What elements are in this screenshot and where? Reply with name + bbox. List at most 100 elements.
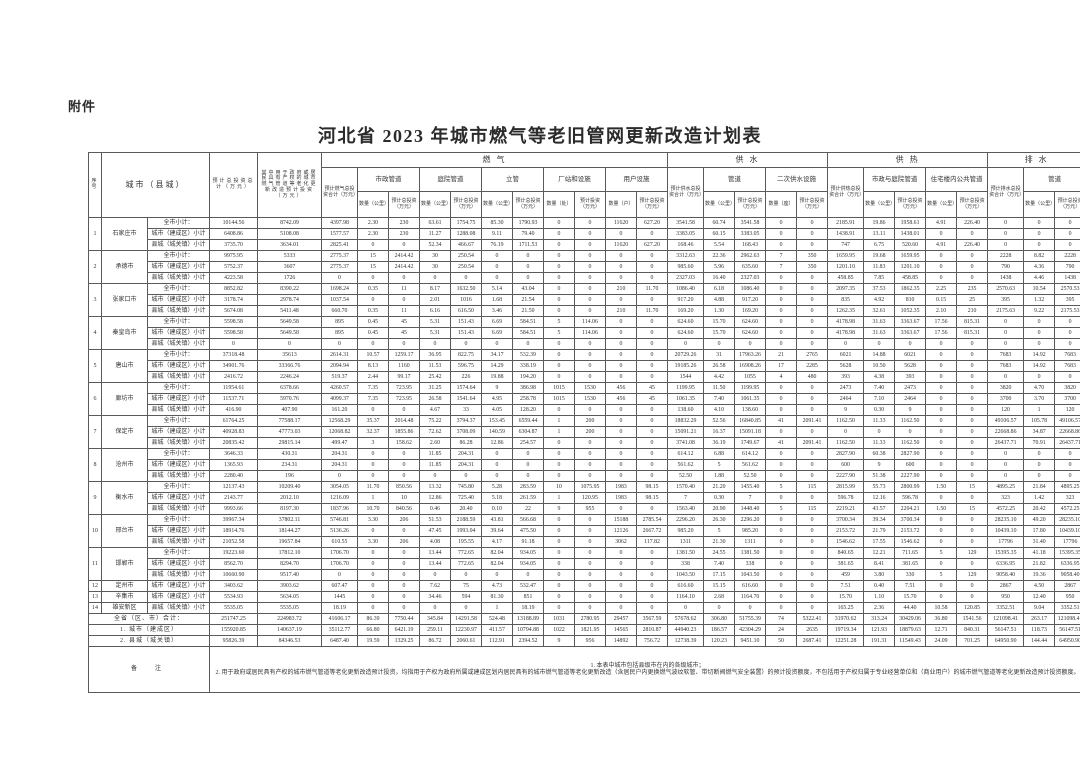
table-cell: 2785.54 [635, 514, 669, 526]
table-cell: 2825.41 [321, 239, 358, 251]
table-cell: 19.68 [863, 250, 896, 262]
table-cell: 2.30 [357, 228, 389, 240]
table-cell: 3820 [987, 382, 1025, 394]
table-cell: 917.20 [734, 294, 767, 306]
table-cell: 26.30 [703, 514, 736, 526]
table-cell: 18.19 [321, 602, 358, 614]
table-cell: 17.56 [925, 327, 958, 339]
table-cell: 21.20 [703, 481, 736, 493]
row-label: 全市小计： [147, 283, 210, 295]
table-cell: 30 [419, 261, 451, 273]
table-cell: 0 [388, 448, 420, 460]
table-cell: 128.20 [512, 404, 544, 416]
city-seq: 11 [88, 547, 102, 581]
table-cell: 6421.19 [388, 624, 420, 636]
table-cell: 204.31 [450, 459, 482, 471]
table-row: 县城（城关镇）小计 9993.66 8197.30 1837.96 10.70 840.5… [89, 503, 1080, 515]
table-cell: 3700 [987, 393, 1025, 405]
table-cell: 600 [827, 459, 865, 471]
table-cell: 0 [321, 569, 358, 581]
row-label: 城市（建成区）小计 [147, 459, 210, 471]
qty-header: 数量（公里） [1023, 191, 1056, 218]
table-cell: 194.20 [512, 371, 544, 383]
table-cell: 0 [635, 580, 669, 592]
city-name: 邢台市 [101, 514, 148, 548]
city-seq: 8 [88, 448, 102, 482]
table-cell: 151.43 [450, 327, 482, 339]
table-cell: 0 [765, 382, 798, 394]
table-row: 7 保定市 全市小计： 61764.25 77588.17 12568.29 35.37 20… [88, 415, 1080, 449]
table-cell: 0 [574, 514, 606, 526]
table-cell: 76.19 [481, 239, 513, 251]
table-cell: 0 [574, 536, 606, 548]
table-cell: 16908.26 [734, 360, 767, 372]
table-cell: 0 [925, 404, 958, 416]
table-cell: 1162.50 [894, 415, 927, 427]
table-cell: 0 [543, 459, 575, 471]
table-cell: 0 [388, 525, 420, 537]
table-cell: 115 [796, 481, 829, 493]
table-cell: 0 [574, 437, 606, 449]
table-cell: 6.75 [863, 239, 896, 251]
table-cell: 35613 [257, 349, 322, 361]
table-cell: 596.78 [827, 492, 865, 504]
table-cell: 1086.40 [667, 283, 705, 295]
table-cell: 6559.44 [512, 415, 544, 427]
table-cell: 5 [765, 503, 798, 515]
table-cell: 2667.72 [635, 525, 669, 537]
city-name: 沧州市 [101, 448, 148, 482]
table-cell: 15091.21 [667, 426, 705, 438]
table-cell: 0 [419, 272, 451, 284]
table-cell: 0 [574, 217, 606, 229]
table-cell: 0 [765, 448, 798, 460]
table-cell: 115 [796, 503, 829, 515]
table-cell: 11954.61 [209, 382, 258, 394]
table-cell: 0 [605, 426, 637, 438]
table-cell: 330 [894, 569, 927, 581]
table-cell: 0 [543, 360, 575, 372]
attachment-label: 附件 [68, 99, 97, 114]
table-cell: 0 [574, 371, 606, 383]
table-cell: 7.85 [863, 272, 896, 284]
table-cell: 21.84 [1023, 481, 1056, 493]
table-cell: 1365.93 [209, 459, 258, 471]
table-cell: 0 [543, 558, 575, 570]
table-cell: 7.35 [357, 393, 389, 405]
table-cell: 0 [987, 459, 1025, 471]
city-seq: 2 [88, 250, 102, 284]
table-cell: 934.05 [512, 558, 544, 570]
table-cell: 2014.48 [388, 415, 420, 427]
table-cell: 0 [543, 437, 575, 449]
table-cell: 12251.28 [827, 635, 865, 647]
table-cell: 6304.87 [512, 426, 544, 438]
table-cell: 4178.98 [827, 316, 865, 328]
table-cell: 11.85 [419, 459, 451, 471]
table-cell: 2815.99 [827, 481, 865, 493]
table-cell: 4397.98 [321, 217, 358, 229]
table-cell: 0 [574, 228, 606, 240]
group-total-header: 预计排水总投资合计（万元） [987, 167, 1025, 218]
table-cell: 0 [605, 338, 637, 350]
table-cell: 6408.86 [209, 228, 258, 240]
table-cell: 85.30 [481, 217, 513, 229]
table-cell: 2012.10 [257, 492, 322, 504]
table-cell: 7.40 [703, 393, 736, 405]
table-cell: 3708.09 [450, 426, 482, 438]
city-seq: 14 [88, 602, 102, 614]
table-cell: 51.38 [863, 470, 896, 482]
table-cell: 624.60 [667, 316, 705, 328]
table-cell: 955 [574, 503, 606, 515]
table-cell: 381.65 [894, 558, 927, 570]
table-cell: 0 [635, 503, 669, 515]
table-cell: 1837.96 [321, 503, 358, 515]
table-cell: 200 [574, 426, 606, 438]
table-cell: 0 [357, 569, 389, 581]
table-cell: 37318.48 [209, 349, 258, 361]
table-cell: 0 [925, 250, 958, 262]
table-cell: 2.68 [703, 591, 736, 603]
table-cell: 3383.05 [667, 228, 705, 240]
table-cell: 120.95 [574, 492, 606, 504]
table-cell: 0 [1023, 316, 1056, 328]
table-cell: 0 [796, 558, 829, 570]
table-cell: 0 [796, 382, 829, 394]
